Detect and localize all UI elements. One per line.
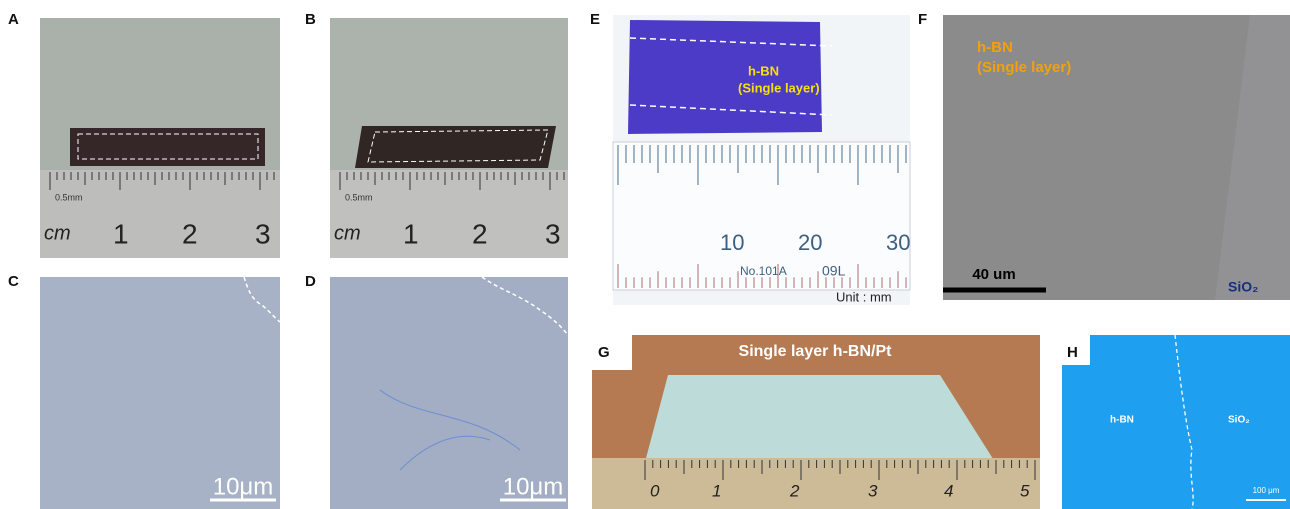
ruler [330,170,568,258]
ruler-label: 0.5mm [55,192,83,202]
body: A B C D E F G H 0.5mm cm 1 2 3 0.5mm cm … [0,0,1290,509]
page: {"panels": [ {"label": "A", "ruler_label… [0,0,1290,509]
sample-label: (Single layer) [738,80,820,95]
panel-label: C [8,273,19,290]
scale-bar-label: 10μm [503,473,564,500]
ruler-label: 09L [822,263,846,279]
ruler-label: cm [334,222,361,244]
ruler-label: 1 [113,218,129,249]
panel-label: G [598,344,610,361]
sample [645,375,995,462]
scale-bar-label: 10μm [213,473,274,500]
sample [628,20,822,134]
ruler-label: 1 [712,481,721,500]
panel-label: B [305,11,316,28]
panel-label: D [305,273,316,290]
figure: A B C D E F G H 0.5mm cm 1 2 3 0.5mm cm … [0,0,1290,509]
ruler-label: 3 [255,218,271,249]
panel-label: H [1067,344,1078,361]
scale-bar-label: 100 μm [1253,486,1280,495]
ruler-label: 30 [886,230,910,255]
substrate-label: SiO₂ [1228,279,1258,295]
sample-label: (Single layer) [977,59,1071,76]
scale-bar-label: 40 um [972,266,1015,283]
ruler-label: cm [44,222,71,244]
ruler-label: 0.5mm [345,192,373,202]
ruler-label: 1 [403,218,419,249]
ruler-label: 3 [545,218,561,249]
region-label: SiO₂ [1228,415,1250,426]
micrograph [1062,335,1290,509]
ruler-label: 10 [720,230,744,255]
panel-label: F [918,11,927,28]
region-label: h-BN [1110,415,1134,426]
ruler-label: 2 [472,218,488,249]
ruler-label: No.101A [740,264,787,278]
ruler-label: 5 [1020,481,1030,500]
panel-label: A [8,11,19,28]
ruler-label: 0 [650,481,660,500]
ruler-label: 4 [944,481,953,500]
ruler-label: 3 [868,481,878,500]
ruler-label: 20 [798,230,822,255]
panel-label: E [590,11,600,28]
ruler-label: 2 [182,218,198,249]
unit-label: Unit : mm [836,289,892,304]
sample-label: h-BN [748,63,779,78]
ruler-label: 2 [789,481,800,500]
ruler [40,170,280,258]
caption: Single layer h-BN/Pt [739,343,893,360]
sample-label: h-BN [977,39,1013,56]
